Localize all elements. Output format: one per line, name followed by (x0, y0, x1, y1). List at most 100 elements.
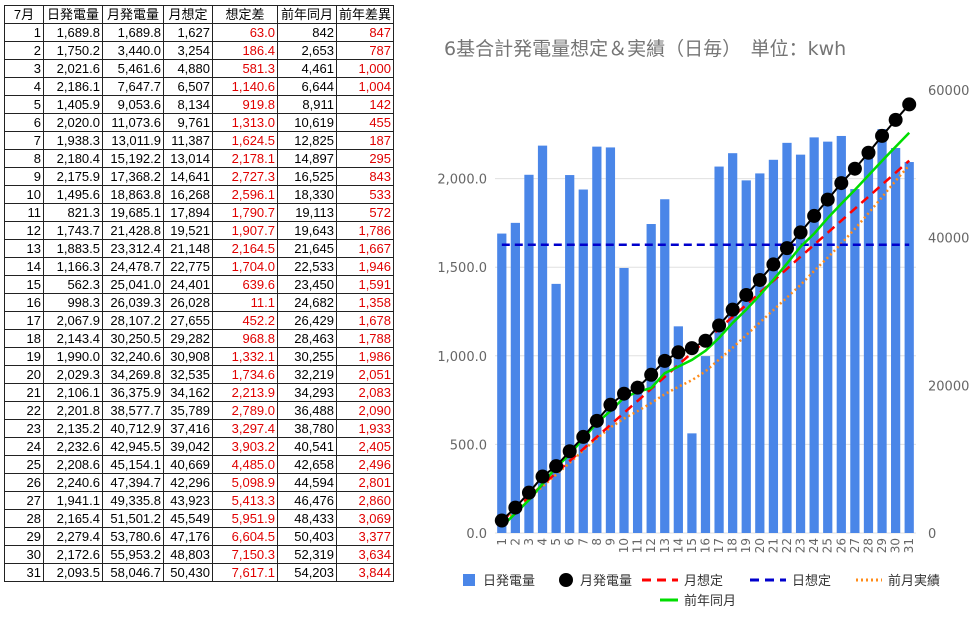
table-cell[interactable]: 2,175.9 (43, 167, 103, 186)
table-cell[interactable]: 34,293 (277, 383, 337, 402)
table-cell[interactable]: 52,319 (277, 545, 337, 564)
table-cell[interactable]: 4,880 (163, 59, 213, 78)
table-cell[interactable]: 39,042 (163, 437, 213, 456)
table-cell[interactable]: 63.0 (212, 23, 278, 42)
table-cell[interactable]: 40,541 (277, 437, 337, 456)
col-header-prev-year-diff[interactable]: 前年差異 (335, 5, 395, 24)
table-cell[interactable]: 26,429 (277, 311, 337, 330)
table-cell[interactable]: 2,213.9 (212, 383, 278, 402)
table-cell[interactable]: 1,495.6 (43, 185, 103, 204)
table-cell[interactable]: 8,134 (163, 95, 213, 114)
table-cell[interactable]: 572 (335, 203, 395, 222)
table-cell[interactable]: 968.8 (212, 329, 278, 348)
table-cell[interactable]: 18,863.8 (102, 185, 164, 204)
table-cell[interactable]: 2,164.5 (212, 239, 278, 258)
table-cell[interactable]: 10,619 (277, 113, 337, 132)
table-cell[interactable]: 30,255 (277, 347, 337, 366)
col-header-prev-year-month[interactable]: 前年同月 (277, 5, 337, 24)
table-cell[interactable]: 37,416 (163, 419, 213, 438)
table-cell[interactable]: 9,761 (163, 113, 213, 132)
table-cell[interactable]: 533 (335, 185, 395, 204)
table-cell[interactable]: 24,401 (163, 275, 213, 294)
table-cell[interactable]: 30,250.5 (102, 329, 164, 348)
table-cell[interactable]: 2,180.4 (43, 149, 103, 168)
table-cell[interactable]: 21,428.8 (102, 221, 164, 240)
table-cell[interactable]: 847 (335, 23, 395, 42)
table-cell[interactable]: 24,478.7 (102, 257, 164, 276)
table-cell[interactable]: 581.3 (212, 59, 278, 78)
table-cell[interactable]: 28 (4, 509, 44, 528)
table-cell[interactable]: 2,051 (335, 365, 395, 384)
table-cell[interactable]: 30 (4, 545, 44, 564)
table-cell[interactable]: 47,176 (163, 527, 213, 546)
table-cell[interactable]: 1,689.8 (43, 23, 103, 42)
table-cell[interactable]: 998.3 (43, 293, 103, 312)
table-cell[interactable]: 2,093.5 (43, 563, 103, 582)
table-cell[interactable]: 22,775 (163, 257, 213, 276)
table-cell[interactable]: 6,507 (163, 77, 213, 96)
table-cell[interactable]: 49,335.8 (102, 491, 164, 510)
table-cell[interactable]: 12,825 (277, 131, 337, 150)
table-cell[interactable]: 47,394.7 (102, 473, 164, 492)
table-cell[interactable]: 919.8 (212, 95, 278, 114)
table-cell[interactable]: 8,911 (277, 95, 337, 114)
table-cell[interactable]: 11,073.6 (102, 113, 164, 132)
table-cell[interactable]: 2,208.6 (43, 455, 103, 474)
table-cell[interactable]: 187 (335, 131, 395, 150)
table-cell[interactable]: 2,596.1 (212, 185, 278, 204)
table-cell[interactable]: 11 (4, 203, 44, 222)
table-cell[interactable]: 1,933 (335, 419, 395, 438)
table-cell[interactable]: 42,945.5 (102, 437, 164, 456)
table-cell[interactable]: 1,166.3 (43, 257, 103, 276)
table-cell[interactable]: 1,938.3 (43, 131, 103, 150)
table-cell[interactable]: 21,645 (277, 239, 337, 258)
table-cell[interactable]: 22 (4, 401, 44, 420)
table-cell[interactable]: 1,788 (335, 329, 395, 348)
table-cell[interactable]: 3,297.4 (212, 419, 278, 438)
table-cell[interactable]: 13,011.9 (102, 131, 164, 150)
table-cell[interactable]: 1,990.0 (43, 347, 103, 366)
table-cell[interactable]: 16 (4, 293, 44, 312)
table-cell[interactable]: 42,296 (163, 473, 213, 492)
table-cell[interactable]: 2,232.6 (43, 437, 103, 456)
table-cell[interactable]: 4,461 (277, 59, 337, 78)
table-cell[interactable]: 32,240.6 (102, 347, 164, 366)
table-cell[interactable]: 32,219 (277, 365, 337, 384)
table-cell[interactable]: 1,743.7 (43, 221, 103, 240)
table-cell[interactable]: 54,203 (277, 563, 337, 582)
table-cell[interactable]: 2,178.1 (212, 149, 278, 168)
table-cell[interactable]: 50,403 (277, 527, 337, 546)
table-cell[interactable]: 787 (335, 41, 395, 60)
col-header-monthly-estimate[interactable]: 月想定 (163, 5, 213, 24)
table-cell[interactable]: 1,704.0 (212, 257, 278, 276)
table-cell[interactable]: 2,143.4 (43, 329, 103, 348)
table-cell[interactable]: 23,312.4 (102, 239, 164, 258)
table-cell[interactable]: 12 (4, 221, 44, 240)
table-cell[interactable]: 1,907.7 (212, 221, 278, 240)
table-cell[interactable]: 562.3 (43, 275, 103, 294)
table-cell[interactable]: 2,653 (277, 41, 337, 60)
col-header-estimate-diff[interactable]: 想定差 (212, 5, 278, 24)
table-cell[interactable]: 2 (4, 41, 44, 60)
table-cell[interactable]: 7,617.1 (212, 563, 278, 582)
table-cell[interactable]: 26 (4, 473, 44, 492)
table-cell[interactable]: 3,254 (163, 41, 213, 60)
table-cell[interactable]: 4,485.0 (212, 455, 278, 474)
table-cell[interactable]: 5,461.6 (102, 59, 164, 78)
table-cell[interactable]: 19,643 (277, 221, 337, 240)
table-cell[interactable]: 51,501.2 (102, 509, 164, 528)
table-cell[interactable]: 14 (4, 257, 44, 276)
table-cell[interactable]: 25 (4, 455, 44, 474)
table-cell[interactable]: 2,165.4 (43, 509, 103, 528)
table-cell[interactable]: 2,020.0 (43, 113, 103, 132)
table-cell[interactable]: 7,647.7 (102, 77, 164, 96)
table-cell[interactable]: 26,028 (163, 293, 213, 312)
table-cell[interactable]: 1,140.6 (212, 77, 278, 96)
table-cell[interactable]: 1,941.1 (43, 491, 103, 510)
table-cell[interactable]: 36,488 (277, 401, 337, 420)
table-cell[interactable]: 21 (4, 383, 44, 402)
table-cell[interactable]: 17 (4, 311, 44, 330)
table-cell[interactable]: 19 (4, 347, 44, 366)
table-cell[interactable]: 28,107.2 (102, 311, 164, 330)
table-cell[interactable]: 1,689.8 (102, 23, 164, 42)
